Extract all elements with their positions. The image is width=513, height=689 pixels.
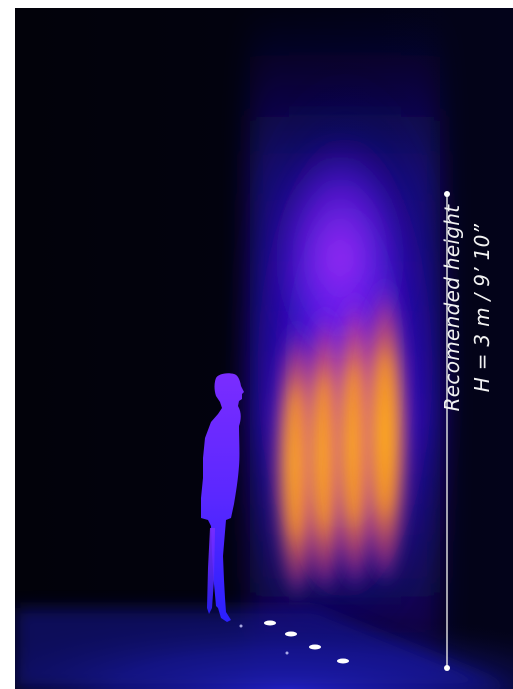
floor-uplights [239,620,349,664]
height-label-line-1: Recomended height [440,204,464,412]
floor-uplight-icon [309,644,321,650]
dimension-line-icon [444,191,450,671]
person-silhouette-icon [201,373,244,622]
floor [15,578,513,689]
height-label-line-2: H = 3 m / 9’ 10” [470,223,494,393]
floor-uplight-icon [337,658,349,664]
scene-svg [15,8,513,689]
light-beam-4 [358,253,412,583]
lighting-illustration: Recomended height H = 3 m / 9’ 10” [15,8,513,689]
height-label: Recomended height H = 3 m / 9’ 10” [437,205,497,412]
floor-uplight-icon [264,620,276,626]
floor-uplight-icon [285,631,297,637]
light-beams [271,253,412,598]
